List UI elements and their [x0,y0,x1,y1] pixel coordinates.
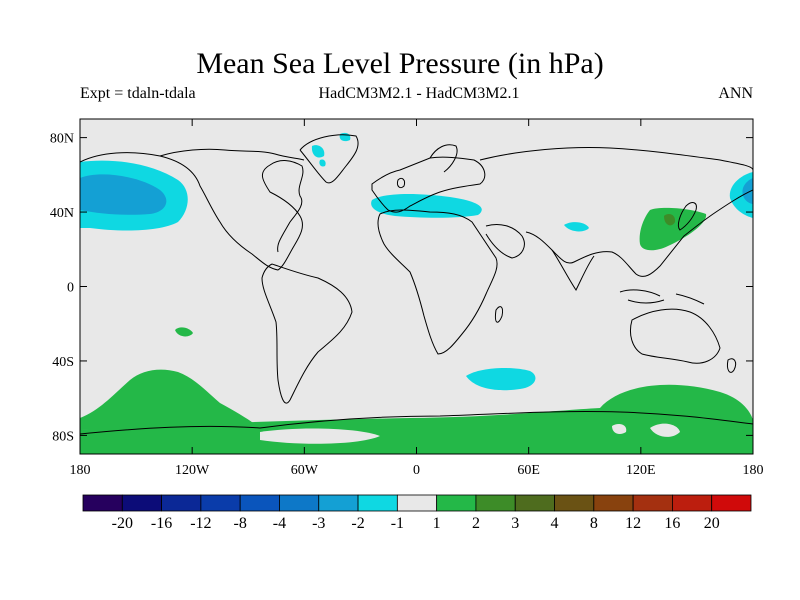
lat-tick-label: 40N [50,206,74,221]
dateline-east-dark [742,178,753,204]
colorbar: -20 -16 -12 -8 -4 -3 -2 -1 1 2 3 4 8 12 16 20 [82,494,752,532]
colorbar-swatch [711,494,752,512]
neutral-gap-3 [650,423,680,437]
colorbar-label: 12 [625,515,641,532]
colorbar-label: 1 [433,515,441,532]
colorbar-swatch [82,494,123,512]
asia-coast [479,147,753,277]
colorbar-swatch [161,494,202,512]
colorbar-label: -8 [234,515,247,532]
southern-ocean-high [80,384,753,454]
season-label: ANN [718,85,753,102]
colorbar-swatch [357,494,398,512]
colorbar-label: 8 [590,515,598,532]
colorbar-swatch [475,494,516,512]
coastlines [80,134,753,435]
colorbar-label: -4 [273,515,286,532]
greenland-patch-2 [311,145,325,158]
lon-tick-label: 60E [517,463,540,478]
japan-coast [677,202,697,231]
colorbar-swatch [396,494,438,512]
greenland-patch-3 [319,159,326,167]
neutral-gap-2 [612,424,627,434]
colorbar-swatch [672,494,713,512]
japan-high-core [664,214,676,226]
lon-tick-label: 60W [291,463,319,478]
colorbar-swatch [279,494,320,512]
colorbar-swatch [121,494,162,512]
lat-tick-label: 80N [50,132,74,147]
lon-tick-label: 180 [743,463,764,478]
lat-tick-label: 40S [52,355,74,370]
experiment-label: Expt = tdaln-tdala [80,85,196,102]
colorbar-swatch [593,494,634,512]
colorbar-label: 16 [664,515,680,532]
longitude-axis: 180 120W 60W 0 60E 120E 180 [70,119,764,478]
arabia-coast [485,223,525,259]
anomaly-fields [80,132,753,454]
lon-tick-label: 180 [70,463,91,478]
colorbar-label: -20 [112,515,133,532]
uk-coast [397,177,405,189]
colorbar-label: 4 [551,515,559,532]
se-asia-islands [619,289,705,305]
colorbar-swatch [632,494,673,512]
madagascar-coast [495,306,503,323]
colorbar-label: -2 [351,515,364,532]
colorbar-swatch [239,494,280,512]
colorbar-label: 20 [704,515,720,532]
colorbar-swatch [318,494,359,512]
south-america-coast [261,263,353,404]
colorbar-label: 3 [511,515,519,532]
australia-coast [629,308,721,364]
colorbar-swatch [514,494,555,512]
colorbar-label: -1 [391,515,404,532]
arctic-canada-coast [159,148,305,161]
latitude-axis: 80N 40N 0 40S 80S [50,132,753,444]
lon-tick-label: 120E [626,463,656,478]
colorbar-label: 2 [472,515,480,532]
colorbar-swatch [554,494,595,512]
colorbar-label: -16 [151,515,172,532]
colorbar-swatch [200,494,241,512]
scandinavia-coast [429,144,458,173]
lon-tick-label: 0 [413,463,420,478]
antarctica-coast [80,410,753,435]
lat-tick-label: 80S [52,429,74,444]
new-zealand-coast [727,358,737,373]
colorbar-label: -3 [312,515,325,532]
map-title: Mean Sea Level Pressure (in hPa) [196,47,604,80]
colorbar-swatch [436,494,477,512]
south-pacific-high [80,369,260,430]
lat-tick-label: 0 [67,281,74,296]
japan-high [639,207,707,251]
lon-tick-label: 120W [175,463,210,478]
africa-coast [377,209,498,355]
central-asia-patch [564,222,589,232]
south-indian-ocean-low [466,368,536,391]
europe-coast [371,156,486,213]
model-label: HadCM3M2.1 - HadCM3M2.1 [318,85,520,102]
colorbar-label: -12 [190,515,211,532]
india-coast [551,249,595,291]
north-america-coast [80,152,304,271]
north-pacific-low-dark [80,174,167,215]
greenland-coast [299,134,359,184]
neutral-gap-1 [260,428,380,444]
south-pacific-patch [175,327,193,337]
